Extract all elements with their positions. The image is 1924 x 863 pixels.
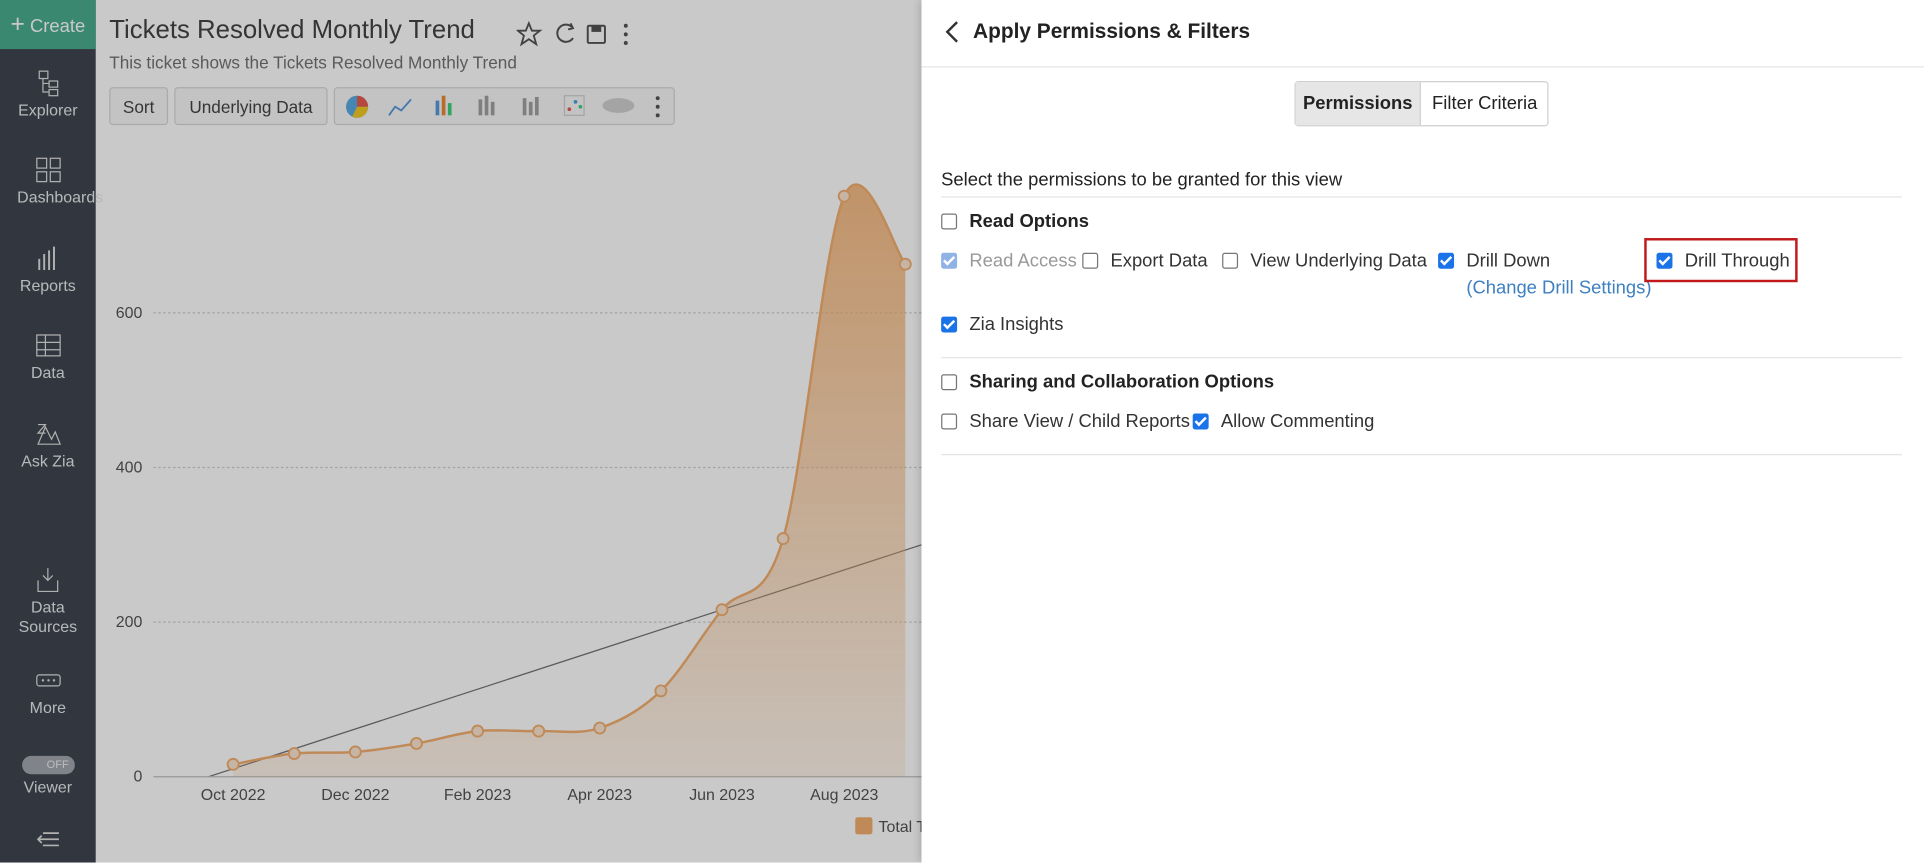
- data-point: [287, 747, 301, 760]
- report-subtitle: This ticket shows the Tickets Resolved M…: [109, 52, 517, 73]
- sidebar-icon: [36, 423, 61, 445]
- checkbox[interactable]: [1656, 252, 1673, 269]
- data-point: [226, 757, 240, 771]
- panel-title: Apply Permissions & Filters: [973, 19, 1251, 43]
- data-point: [715, 603, 729, 617]
- chart: 0 200 400 600 Oct 2022 Dec 2022 Feb 2023 Apr 20…: [116, 183, 922, 836]
- sidebar-label: More: [29, 698, 67, 717]
- data-point: [654, 684, 668, 698]
- sidebar-label: Ask Zia: [21, 451, 75, 470]
- data-point: [898, 257, 912, 271]
- underlying-data-button[interactable]: Underlying Data: [174, 87, 328, 126]
- checkbox[interactable]: [941, 213, 958, 230]
- checkbox[interactable]: [941, 413, 958, 430]
- y-tick-label: 200: [116, 614, 143, 631]
- option-label: Allow Commenting: [1220, 411, 1375, 432]
- x-tick-label: Jun 2023: [689, 787, 755, 804]
- x-tick-label: Feb 2023: [444, 787, 511, 804]
- sidebar-label: Data: [31, 363, 65, 382]
- report-title: Tickets Resolved Monthly Trend: [109, 15, 475, 45]
- back-button[interactable]: [944, 20, 961, 45]
- sidebar-icon: [38, 70, 58, 97]
- divider: [941, 196, 1902, 198]
- sidebar-icon: [35, 334, 61, 357]
- checkbox[interactable]: [1222, 252, 1239, 269]
- option-label: Share View / Child Reports: [969, 411, 1190, 432]
- title-icons[interactable]: [516, 20, 640, 48]
- y-tick-label: 0: [133, 769, 142, 786]
- data-point: [776, 532, 790, 546]
- collapse-button[interactable]: [0, 831, 96, 852]
- chart-type-bar[interactable]: [333, 87, 675, 126]
- x-tick-label: Dec 2022: [321, 787, 389, 804]
- viewer-toggle[interactable]: OFF: [22, 755, 75, 775]
- y-tick-label: 600: [116, 305, 143, 322]
- x-tick-label: Aug 2023: [810, 787, 878, 804]
- x-tick-label: Oct 2022: [201, 787, 266, 804]
- divider: [921, 66, 1924, 68]
- viewer-label: Viewer: [23, 777, 73, 797]
- modal-overlay[interactable]: [0, 0, 922, 863]
- create-label: Create: [29, 15, 86, 37]
- data-point: [410, 737, 423, 750]
- sidebar-item[interactable]: Explorer: [0, 69, 96, 121]
- section-title: Read Options: [969, 211, 1090, 232]
- sidebar-item[interactable]: Data Sources: [0, 566, 96, 637]
- permissions-panel: Apply Permissions & Filters: [921, 0, 1924, 863]
- sidebar-item[interactable]: Ask Zia: [0, 420, 96, 472]
- data-point: [471, 724, 485, 738]
- checkbox[interactable]: [941, 316, 958, 333]
- sort-button[interactable]: Sort: [109, 87, 169, 126]
- sidebar-icon: [35, 157, 61, 183]
- chart-type-icons: [346, 95, 660, 118]
- highlight-box: [1644, 238, 1798, 283]
- sidebar-icon: [37, 246, 55, 270]
- legend-label: Total T: [879, 819, 922, 836]
- collapse-icon: [36, 832, 59, 847]
- sidebar-item[interactable]: Dashboards: [0, 156, 103, 208]
- checkbox: [941, 252, 958, 269]
- sidebar-label: Reports: [19, 276, 76, 295]
- y-tick-label: 400: [116, 459, 143, 476]
- divider: [941, 357, 1902, 359]
- section-title: Sharing and Collaboration Options: [969, 371, 1275, 393]
- tab[interactable]: Filter Criteria: [1432, 93, 1538, 115]
- sidebar: + Create Explorer Dashboards Reports Data As…: [0, 0, 103, 863]
- tab-group: Permissions Filter Criteria: [1294, 80, 1549, 127]
- option-label: Read Access: [969, 250, 1077, 272]
- checkbox[interactable]: [941, 374, 958, 391]
- x-tick-label: Apr 2023: [567, 787, 632, 804]
- change-drill-settings-link[interactable]: (Change Drill Settings): [1466, 277, 1652, 299]
- data-point: [837, 189, 851, 203]
- option-label: Drill Through: [1684, 250, 1790, 272]
- checkbox[interactable]: [1438, 252, 1455, 269]
- toggle-label: OFF: [46, 758, 69, 771]
- sidebar-label: Explorer: [18, 100, 78, 120]
- sidebar-item[interactable]: Reports: [0, 244, 96, 296]
- sidebar-item[interactable]: More: [0, 666, 96, 718]
- data-point: [532, 724, 546, 738]
- divider: [941, 454, 1902, 456]
- sidebar-item[interactable]: Data: [0, 331, 96, 383]
- data-point: [593, 721, 607, 735]
- series-line: [232, 183, 907, 766]
- checkbox[interactable]: [1082, 252, 1099, 269]
- sidebar-icon: [36, 568, 58, 593]
- option-label: View Underlying Data: [1250, 250, 1428, 272]
- area-fill: [233, 184, 906, 777]
- create-button[interactable]: + Create: [0, 0, 96, 50]
- sidebar-icon: [35, 674, 61, 687]
- data-point: [348, 745, 362, 759]
- checkbox[interactable]: [1192, 413, 1209, 430]
- tab[interactable]: Permissions: [1295, 82, 1421, 126]
- sidebar-label: Data Sources: [18, 597, 78, 636]
- option-label: Zia Insights: [969, 314, 1064, 335]
- option-label: Drill Down: [1466, 250, 1551, 272]
- legend-swatch: [855, 817, 873, 835]
- instruction: Select the permissions to be granted for…: [941, 169, 1343, 191]
- option-label: Export Data: [1110, 250, 1208, 272]
